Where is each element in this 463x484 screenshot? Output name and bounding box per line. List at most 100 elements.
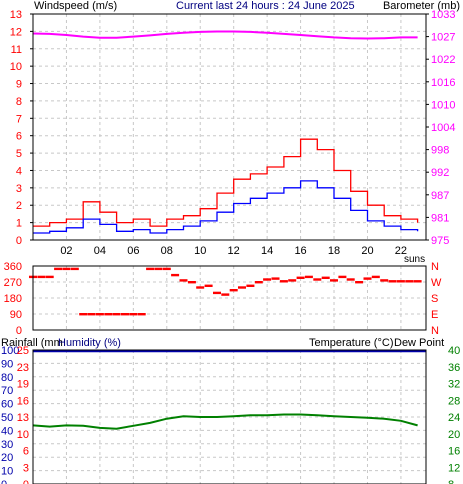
windspeed-tick-label: 4 <box>16 165 22 177</box>
humidity-tick-label: 80 <box>1 372 13 384</box>
humidity-tick-label: 60 <box>1 399 13 411</box>
direction-point <box>70 267 79 271</box>
direction-point <box>338 275 347 279</box>
barometer-tick-label: 975 <box>431 235 449 247</box>
direction-point <box>380 279 389 282</box>
sun-label: suns <box>404 254 425 265</box>
windspeed-tick-label: 8 <box>16 96 22 108</box>
compass-tick-label: N <box>431 325 439 337</box>
direction-point <box>187 281 196 284</box>
wind-panel-series <box>32 30 419 234</box>
direction-point <box>146 267 155 271</box>
barometer-tick-label: 1004 <box>431 122 455 134</box>
humidity-tick-label: 10 <box>1 466 13 478</box>
direction-point <box>154 267 163 271</box>
rainfall-tick-label: 6 <box>23 446 29 458</box>
humidity-tick-label: 40 <box>1 425 13 437</box>
direction-point <box>87 313 96 316</box>
windspeed-tick-label: 9 <box>16 79 22 91</box>
windspeed-tick-label: 3 <box>16 183 22 195</box>
direction-point <box>296 276 305 279</box>
humidity-tick-label: 20 <box>1 452 13 464</box>
direction-point <box>45 275 54 279</box>
humidity-legend: Humidity (%) <box>58 337 121 349</box>
direction-tick-label: 90 <box>10 309 22 321</box>
barometer-axis-title: Barometer (mb) <box>383 0 460 12</box>
direction-point <box>95 313 104 316</box>
series-barometer <box>32 30 418 40</box>
time-tick-label: 02 <box>60 245 72 257</box>
compass-tick-label: N <box>431 261 439 273</box>
rainfall-tick-label: 25 <box>17 345 29 357</box>
direction-point <box>271 277 280 280</box>
barometer-tick-label: 1010 <box>431 99 455 111</box>
direction-point <box>238 286 246 289</box>
temperature-tick-label: 12 <box>448 462 460 474</box>
rain-humidity-axis: 0102030405060708090100036101316192325 <box>1 345 29 484</box>
direction-point <box>313 278 322 281</box>
rainfall-tick-label: 0 <box>23 479 29 484</box>
windspeed-tick-label: 13 <box>10 9 22 21</box>
time-tick-label: 04 <box>94 245 106 257</box>
direction-point <box>279 280 288 283</box>
direction-point <box>137 313 146 316</box>
direction-panel-frame <box>32 265 427 331</box>
direction-point <box>62 267 71 271</box>
temperature-tick-label: 8 <box>448 479 454 484</box>
barometer-tick-label: 1022 <box>431 54 455 66</box>
humidity-tick-label: 100 <box>1 345 19 357</box>
direction-panel-series <box>29 267 422 316</box>
temperature-tick-label: 24 <box>448 412 460 424</box>
temperature-tick-label: 20 <box>448 429 460 441</box>
direction-point <box>355 281 364 284</box>
rainfall-legend: Rainfall (mm <box>1 337 63 349</box>
direction-point <box>288 279 297 282</box>
temperature-tick-label: 32 <box>448 379 460 391</box>
direction-point <box>346 278 355 281</box>
rainfall-tick-label: 10 <box>17 429 29 441</box>
direction-point <box>263 278 272 281</box>
barometer-tick-label: 1027 <box>431 32 455 44</box>
humidity-tick-label: 50 <box>1 412 13 424</box>
compass-tick-label: W <box>431 277 442 289</box>
dewpoint-legend: Dew Point <box>394 337 444 349</box>
direction-point <box>121 313 129 316</box>
humidity-tick-label: 70 <box>1 385 13 397</box>
wind-axis-title: Windspeed (m/s) <box>34 0 117 12</box>
direction-point <box>79 313 88 316</box>
direction-panel-grid <box>33 265 426 331</box>
chart-title: Current last 24 hours : 24 June 2025 <box>176 0 355 12</box>
direction-point <box>129 313 138 316</box>
barometer-tick-label: 998 <box>431 145 449 157</box>
compass-tick-label: S <box>431 293 438 305</box>
direction-point <box>162 267 171 271</box>
temperature-legend: Temperature (°C) <box>309 337 393 349</box>
time-tick-label: 10 <box>194 245 206 257</box>
rainfall-tick-label: 19 <box>17 379 29 391</box>
time-tick-label: 14 <box>261 245 273 257</box>
direction-point <box>112 313 121 316</box>
windspeed-tick-label: 2 <box>16 200 22 212</box>
barometer-tick-label: 1033 <box>431 9 455 21</box>
direction-point <box>413 280 422 283</box>
time-tick-label: 16 <box>294 245 306 257</box>
temperature-tick-label: 40 <box>448 345 460 357</box>
series-windspeed-gust <box>33 138 419 227</box>
direction-point <box>321 276 330 279</box>
direction-point <box>229 289 238 292</box>
rainfall-tick-label: 23 <box>17 362 29 374</box>
direction-point <box>37 275 46 279</box>
wind-panel-grid <box>33 13 426 241</box>
direction-point <box>54 267 63 271</box>
barometer-tick-label: 1016 <box>431 77 455 89</box>
direction-point <box>396 280 405 283</box>
compass-tick-label: E <box>431 309 438 321</box>
windspeed-tick-label: 1 <box>16 218 22 230</box>
direction-point <box>221 293 230 296</box>
direction-point <box>171 273 180 277</box>
time-tick-label: 06 <box>127 245 139 257</box>
direction-point <box>204 284 213 287</box>
windspeed-tick-label: 11 <box>11 44 22 56</box>
